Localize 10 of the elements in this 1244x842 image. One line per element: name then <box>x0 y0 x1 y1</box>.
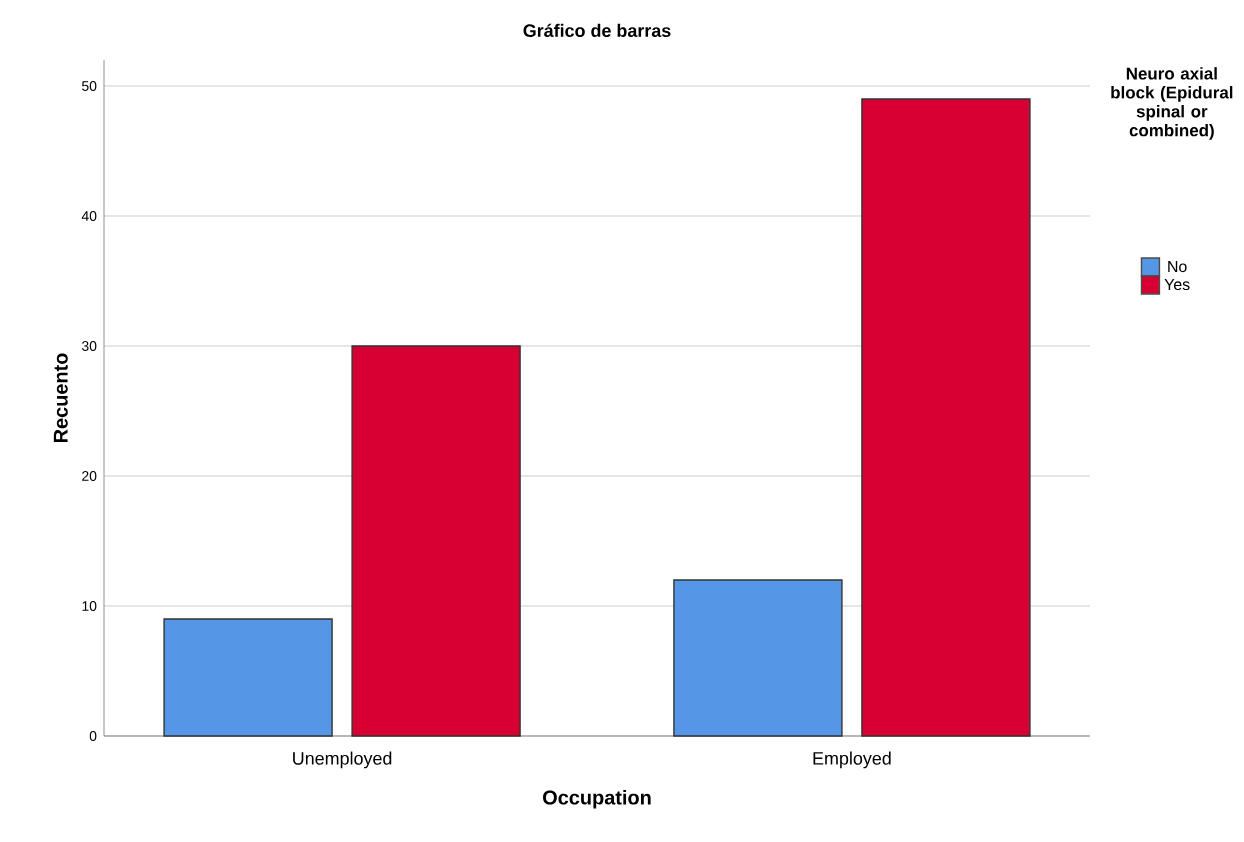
bar <box>861 98 1031 737</box>
bar <box>163 618 333 737</box>
bar <box>351 345 521 737</box>
chart-title: Gráfico de barras <box>523 23 671 38</box>
x-axis-title: Occupation <box>543 789 651 809</box>
bar <box>673 579 843 737</box>
legend-title: Neuro axial block (Epidural spinal or combined) <box>1111 67 1233 140</box>
x-tick-label: Unemployed <box>293 751 392 769</box>
y-axis-title: Recuento <box>53 353 68 443</box>
x-tick-label: Employed <box>813 751 891 769</box>
